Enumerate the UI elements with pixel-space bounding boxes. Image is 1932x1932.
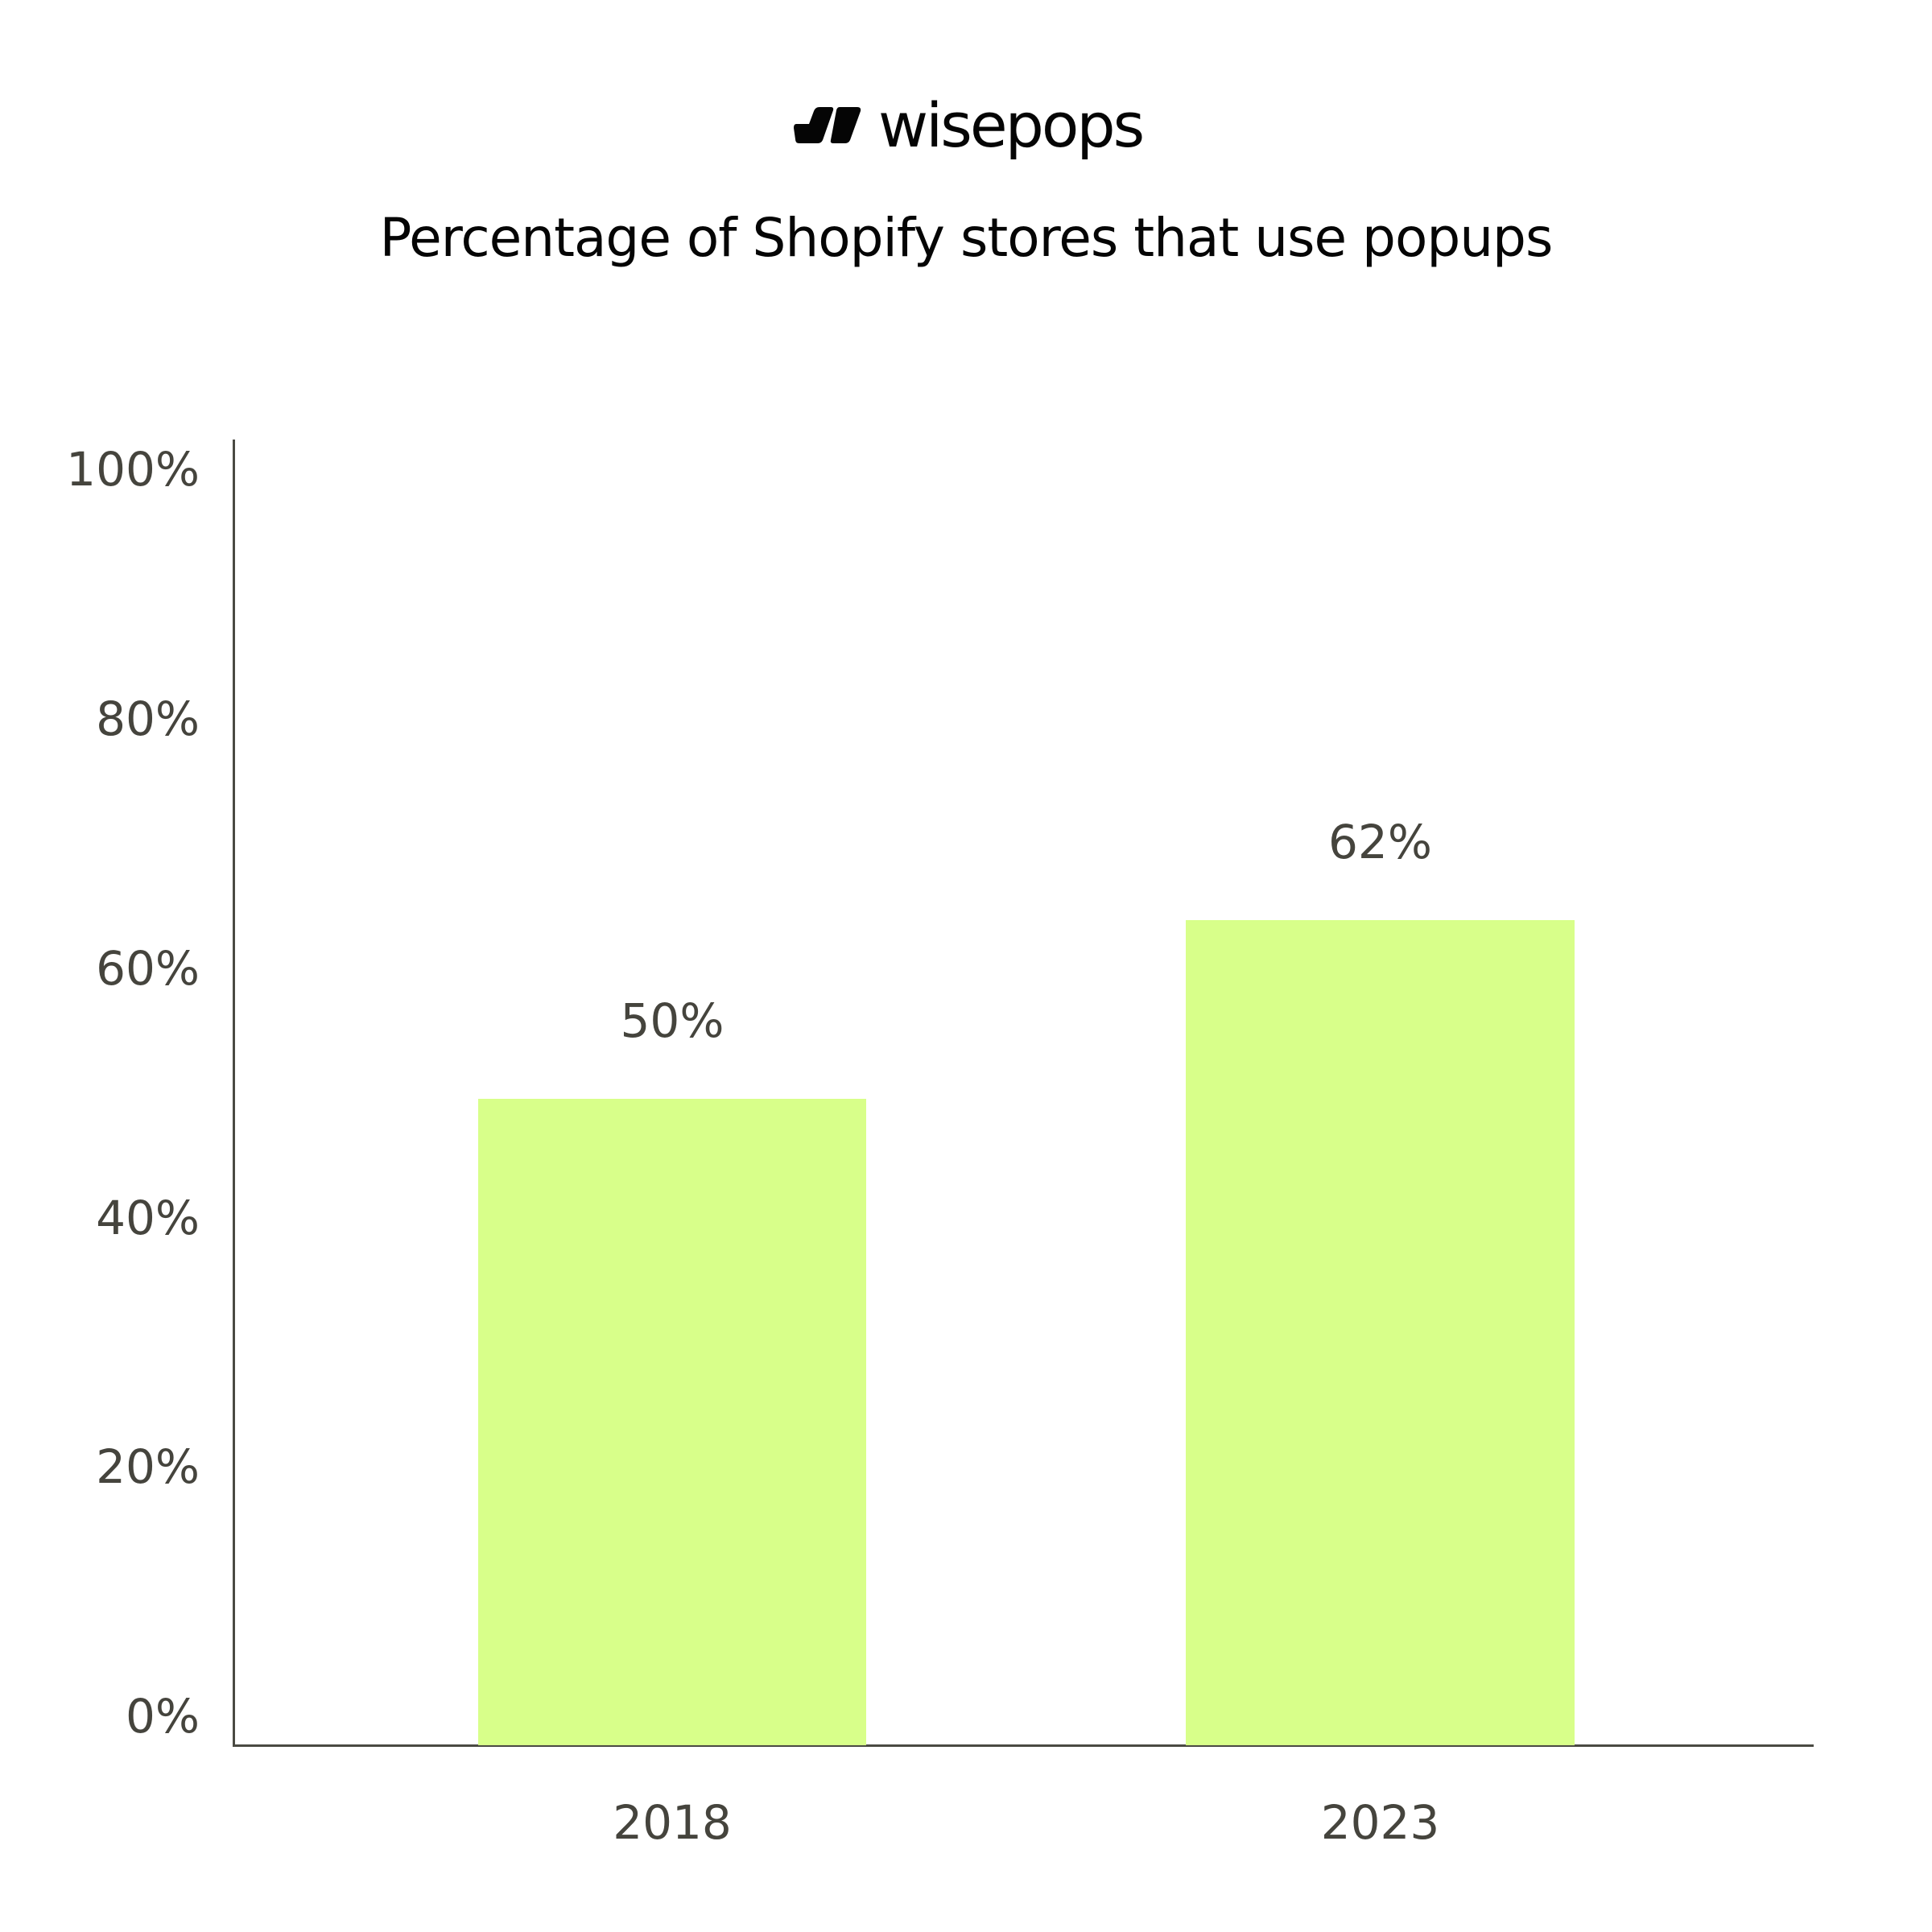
x-tick-label-2023: 2023 [1320,1795,1440,1850]
bar-value-label-2023: 62% [1328,815,1432,869]
y-tick-label: 40% [96,1191,200,1245]
bar-2023 [1186,920,1575,1745]
y-tick-label: 60% [96,941,200,996]
bar-value-label-2018: 50% [620,993,724,1048]
x-tick-label-2018: 2018 [613,1795,732,1850]
y-axis-line [233,440,235,1747]
y-tick-label: 0% [125,1689,200,1744]
chart-title: Percentage of Shopify stores that use po… [379,207,1554,269]
y-tick-label: 100% [66,442,200,497]
y-tick-label: 20% [96,1439,200,1494]
y-tick-label: 80% [96,691,200,746]
wisepops-mark-icon [794,107,861,143]
wisepops-logo: wisepops [793,89,1145,167]
wisepops-wordmark: wisepops [878,89,1145,161]
x-axis-line [233,1744,1814,1747]
bar-2018 [478,1099,866,1745]
